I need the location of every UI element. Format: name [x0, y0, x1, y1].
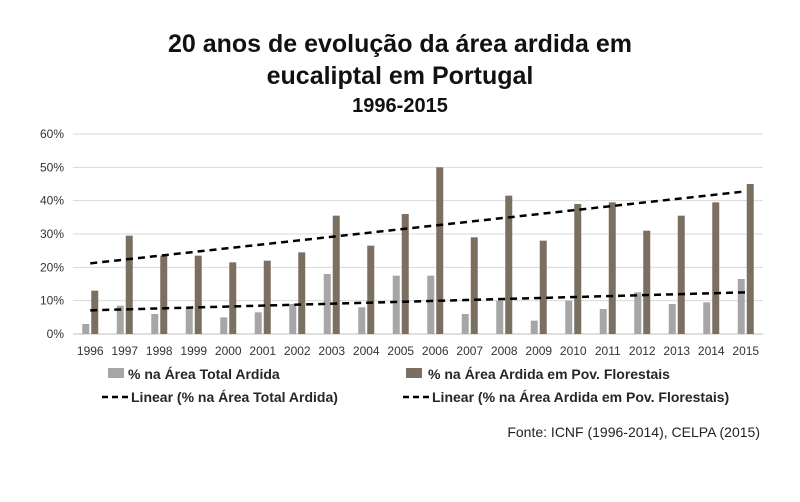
- trendline-pov-florestais: [90, 190, 746, 265]
- legend-label-linear-pov-florestais: Linear (% na Área Ardida em Pov. Florest…: [432, 389, 729, 405]
- bar-area-total: [289, 304, 297, 334]
- bar-area-total: [116, 305, 124, 334]
- bar-area-total: [530, 320, 538, 334]
- bars: [82, 167, 754, 334]
- x-tick-label: 1996: [77, 344, 104, 358]
- legend: % na Área Total Ardida % na Área Ardida …: [102, 366, 729, 405]
- x-tick-label: 2014: [698, 344, 725, 358]
- bar-area-total: [323, 274, 331, 334]
- bar-pov-florestais: [505, 195, 513, 334]
- bar-pov-florestais: [436, 167, 444, 334]
- bar-pov-florestais: [401, 214, 409, 334]
- bar-pov-florestais: [332, 215, 340, 334]
- x-tick-label: 2003: [318, 344, 345, 358]
- y-tick-label: 40%: [40, 194, 64, 208]
- bar-area-total: [634, 292, 642, 334]
- bar-pov-florestais: [194, 255, 202, 334]
- x-tick-label: 2009: [525, 344, 552, 358]
- legend-label-linear-area-total: Linear (% na Área Total Ardida): [131, 389, 338, 405]
- bar-pov-florestais: [298, 252, 306, 334]
- bar-area-total: [461, 314, 469, 334]
- x-tick-label: 2013: [663, 344, 690, 358]
- bar-pov-florestais: [643, 230, 651, 334]
- y-tick-label: 30%: [40, 227, 64, 241]
- bar-area-total: [185, 307, 193, 334]
- bar-pov-florestais: [160, 255, 168, 334]
- source-note: Fonte: ICNF (1996-2014), CELPA (2015): [507, 424, 760, 440]
- y-tick-label: 50%: [40, 160, 64, 174]
- bar-area-total: [668, 304, 676, 334]
- bar-pov-florestais: [539, 240, 547, 334]
- x-tick-label: 2011: [595, 344, 621, 358]
- bar-area-total: [358, 307, 366, 334]
- bar-area-total: [392, 275, 400, 334]
- bar-pov-florestais: [125, 235, 133, 334]
- chart-subtitle-years: 1996-2015: [352, 95, 448, 117]
- x-tick-label: 1999: [180, 344, 207, 358]
- x-tick-label: 2002: [284, 344, 311, 358]
- trendlines: [90, 190, 746, 312]
- bar-pov-florestais: [91, 290, 99, 334]
- bar-area-total: [151, 314, 159, 334]
- x-tick-label: 2001: [249, 344, 276, 358]
- bar-pov-florestais: [470, 237, 478, 334]
- bar-pov-florestais: [746, 184, 754, 334]
- bar-area-total: [703, 302, 711, 334]
- y-tick-label: 10%: [40, 294, 64, 308]
- y-axis-ticks: 0% 10% 20% 30% 40% 50% 60%: [40, 127, 64, 341]
- bar-pov-florestais: [608, 202, 616, 334]
- bar-area-total: [220, 317, 228, 334]
- x-tick-label: 2015: [732, 344, 759, 358]
- bar-area-total: [496, 300, 504, 334]
- x-tick-label: 2000: [215, 344, 242, 358]
- x-tick-label: 2005: [387, 344, 414, 358]
- y-tick-label: 20%: [40, 260, 64, 274]
- x-tick-label: 1997: [111, 344, 138, 358]
- gridlines: [73, 133, 763, 335]
- bar-pov-florestais: [712, 202, 720, 334]
- x-tick-label: 2004: [353, 344, 380, 358]
- legend-label-pov-florestais: % na Área Ardida em Pov. Florestais: [428, 366, 670, 382]
- x-tick-label: 2010: [560, 344, 587, 358]
- y-tick-label: 60%: [40, 127, 64, 141]
- bar-pov-florestais: [677, 215, 685, 334]
- x-axis-ticks: 1996 1997 1998 1999 2000 2001 2002 2003 2004 2005…: [77, 344, 760, 358]
- chart-title-line-1: 20 anos de evolução da área ardida em: [167, 30, 633, 58]
- legend-swatch-area-total: [108, 368, 124, 378]
- x-tick-label: 2012: [629, 344, 656, 358]
- bar-area-total: [565, 300, 573, 334]
- bar-pov-florestais: [574, 204, 582, 334]
- legend-swatch-pov-florestais: [406, 368, 422, 378]
- x-tick-label: 2008: [491, 344, 518, 358]
- chart-title-line-2: eucaliptal em Portugal: [266, 62, 534, 90]
- bar-area-total: [254, 312, 262, 334]
- bar-area-total: [599, 309, 607, 334]
- x-tick-label: 1998: [146, 344, 173, 358]
- bar-area-total: [737, 279, 745, 334]
- bar-pov-florestais: [263, 260, 271, 334]
- y-tick-label: 0%: [47, 327, 65, 341]
- x-tick-label: 2007: [456, 344, 483, 358]
- bar-pov-florestais: [367, 245, 375, 334]
- x-tick-label: 2006: [422, 344, 449, 358]
- trendline-area-total: [90, 291, 746, 312]
- bar-pov-florestais: [229, 262, 237, 334]
- legend-label-area-total: % na Área Total Ardida: [128, 366, 280, 382]
- bar-area-total: [82, 324, 90, 334]
- bar-area-total: [427, 275, 435, 334]
